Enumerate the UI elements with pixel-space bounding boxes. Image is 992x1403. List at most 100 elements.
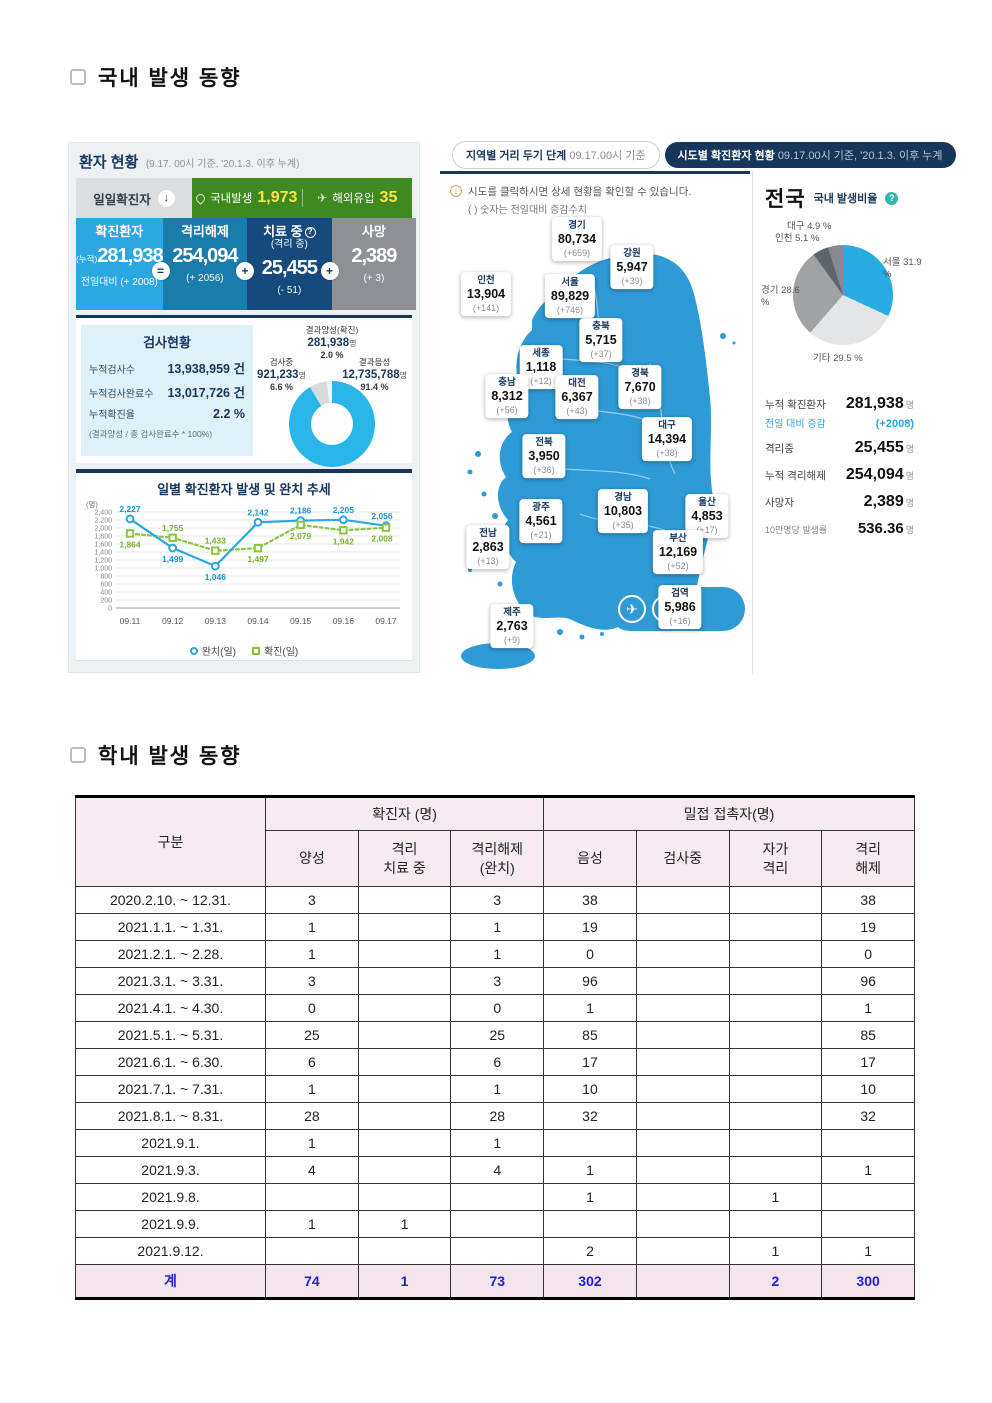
map-region-16[interactable]: 검역 5,986 (+16) (658, 585, 702, 629)
test-row-value: 13,017,726 건 (167, 386, 245, 400)
map-region-7[interactable]: 대전 6,367 (+43) (555, 375, 599, 419)
region-value: 89,829 (550, 289, 590, 303)
cell-period: 2021.5.1. ~ 5.31. (75, 1021, 266, 1049)
jeju-island (461, 643, 535, 669)
test-row-value: 13,938,959 건 (167, 362, 245, 376)
total-value: 73 (450, 1264, 545, 1299)
table-row: 2021.5.1. ~ 5.31. 25 25 85 85 (75, 1021, 915, 1049)
map-region-14[interactable]: 전남 2,863 (+13) (466, 525, 510, 569)
checkbox-bullet (70, 747, 86, 763)
legend-item: 확진(일) (252, 643, 298, 658)
region-name: 광주 (532, 502, 550, 514)
total-value: 2 (728, 1264, 823, 1299)
map-region-17[interactable]: 제주 2,763 (+9) (490, 604, 534, 648)
cell-value (635, 967, 730, 995)
covid-dashboard: 환자 현황 (9.17. 00시 기준, '20.1.3. 이후 누계) 일일확… (68, 140, 956, 675)
cell-value: 85 (821, 1021, 915, 1049)
svg-text:2,079: 2,079 (290, 531, 312, 541)
national-stat-row: 누적 확진환자 281,938 명 (765, 395, 914, 413)
card-label: 확진환자 (95, 224, 144, 239)
map-region-4[interactable]: 충북 5,715 (+37) (579, 318, 623, 362)
region-name: 울산 (698, 497, 716, 509)
svg-text:2,400: 2,400 (94, 510, 112, 517)
svg-text:200: 200 (100, 598, 112, 605)
section1-title: 국내 발생 동향 (70, 62, 242, 92)
cell-value: 1 (357, 1210, 452, 1238)
map-region-1[interactable]: 강원 5,947 (+39) (610, 245, 654, 289)
map-region-0[interactable]: 경기 80,734 (+659) (551, 217, 603, 261)
status-card-3: 사망 2,389 (+ 3) (331, 218, 417, 310)
svg-text:09.14: 09.14 (247, 616, 269, 626)
region-name: 검역 (671, 588, 689, 600)
header-contacts-group: 밀접 접촉자(명) (543, 796, 915, 831)
regional-panel-group: 지역별 거리 두기 단계 09.17.00시 기준 시도별 확진환자 현황 09… (440, 140, 956, 675)
section2-title-text: 학내 발생 동향 (98, 745, 242, 768)
legend-label: 완치(일) (201, 647, 236, 658)
test-status-row: 누적확진율 2.2 % (89, 406, 245, 421)
cell-value (728, 1102, 823, 1130)
svg-text:2,186: 2,186 (290, 506, 312, 516)
region-value: 14,394 (647, 432, 687, 446)
stat-value: 2,389 명 (863, 493, 914, 510)
stat-label: 격리중 (765, 443, 794, 455)
cell-value (728, 967, 823, 995)
region-value: 7,670 (624, 380, 656, 394)
svg-text:09.17: 09.17 (375, 616, 397, 626)
cell-period: 2021.4.1. ~ 4.30. (75, 994, 266, 1022)
cell-value (357, 1075, 452, 1103)
svg-text:1,400: 1,400 (94, 550, 112, 557)
region-name: 인천 (477, 275, 495, 287)
region-name: 강원 (623, 248, 641, 260)
map-region-10[interactable]: 전북 3,950 (+36) (522, 434, 566, 478)
cell-value (635, 1102, 730, 1130)
table-header-row-1: 구분 확진자 (명) 밀접 접촉자(명) (75, 796, 915, 887)
cell-value (357, 1237, 452, 1265)
svg-text:2,056: 2,056 (371, 511, 393, 521)
cell-value: 1 (265, 1210, 359, 1238)
svg-text:600: 600 (100, 582, 112, 589)
region-value: 8,312 (491, 389, 523, 403)
region-value: 1,118 (525, 360, 557, 374)
map-region-15[interactable]: 부산 12,169 (+52) (652, 530, 704, 574)
cell-value: 19 (821, 913, 915, 941)
table-row: 2021.8.1. ~ 8.31. 28 28 32 32 (75, 1102, 915, 1130)
map-region-5[interactable]: 세종 1,118 (+12) (519, 345, 563, 389)
map-region-3[interactable]: 서울 89,829 (+746) (544, 274, 596, 318)
region-delta: (+659) (563, 247, 591, 258)
card-label: 격리해제 (180, 224, 229, 239)
header-sub-2: 격리해제 (완치) (450, 830, 545, 887)
tab-regional-cases[interactable]: 시도별 확진환자 현황 09.17.00시 기준, '20.1.3. 이후 누계 (664, 142, 956, 168)
svg-text:2,000: 2,000 (94, 526, 112, 533)
total-value: 300 (821, 1264, 915, 1299)
donut-negative-label: 결과음성 12,735,788명 91.4 % (342, 357, 407, 392)
cell-value (728, 1129, 823, 1157)
map-region-9[interactable]: 대구 14,394 (+38) (641, 417, 693, 461)
svg-text:1,433: 1,433 (205, 536, 227, 546)
cell-value: 1 (265, 913, 359, 941)
map-region-6[interactable]: 경북 7,670 (+38) (618, 365, 662, 409)
table-row: 2021.3.1. ~ 3.31. 3 3 96 96 (75, 967, 915, 995)
national-share-pie (793, 245, 893, 345)
stat-label: 누적 격리해제 (765, 470, 826, 482)
stat-value: (+2008) (875, 418, 914, 430)
test-status-row: 누적검사완료수 13,017,726 건 (89, 382, 245, 401)
map-region-11[interactable]: 경남 10,803 (+35) (597, 489, 649, 533)
cell-value: 1 (728, 1183, 823, 1211)
test-status-rows: 누적검사수 13,938,959 건 누적검사완료수 13,017,726 건 누적확진… (89, 358, 245, 421)
national-share-chart: 대구 4.9 % 인천 5.1 % 서울 31.9 % 경기 28.6 % 기타 29.… (761, 221, 922, 385)
national-stat-row: 전일 대비 증감 (+2008) (765, 415, 914, 430)
map-region-8[interactable]: 충남 8,312 (+56) (485, 374, 529, 418)
cell-period: 2021.7.1. ~ 7.31. (75, 1075, 266, 1103)
map-region-13[interactable]: 광주 4,561 (+21) (519, 499, 563, 543)
map-region-2[interactable]: 인천 13,904 (+141) (460, 272, 512, 316)
cell-value: 32 (543, 1102, 637, 1130)
card-sublabel: (격리 중) (270, 239, 308, 251)
national-stat-row: 누적 격리해제 254,094 명 (765, 466, 914, 484)
table-total-row: 계 74 1 73 302 2 300 (75, 1264, 915, 1299)
tab-distancing-stage[interactable]: 지역별 거리 두기 단계 09.17.00시 기준 (452, 141, 660, 169)
question-icon[interactable]: ? (885, 191, 899, 205)
cell-period: 2021.9.1. (75, 1129, 266, 1157)
section1-title-text: 국내 발생 동향 (98, 67, 242, 90)
cell-value (635, 1156, 730, 1184)
cell-value (357, 1156, 452, 1184)
